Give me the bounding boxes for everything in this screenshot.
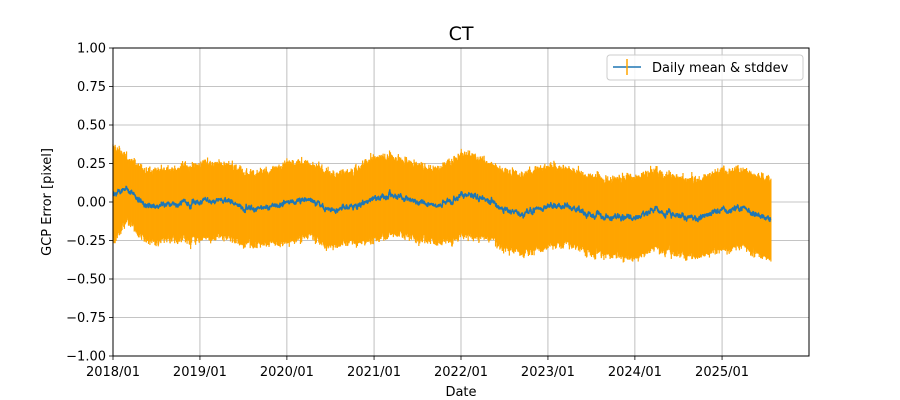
mean-line bbox=[112, 185, 772, 223]
legend-label: Daily mean & stddev bbox=[652, 61, 789, 76]
chart-title: CT bbox=[449, 23, 474, 45]
y-tick-label: −1.00 bbox=[66, 350, 106, 365]
y-tick-label: 0.50 bbox=[77, 119, 106, 134]
x-tick-label: 2024/01 bbox=[608, 365, 662, 380]
x-axis: 2018/01 2019/01 2020/01 2021/01 2022/01 2023/… bbox=[86, 356, 749, 380]
mean-line-group bbox=[112, 185, 772, 223]
x-tick-label: 2023/01 bbox=[521, 365, 575, 380]
legend: Daily mean & stddev bbox=[606, 54, 804, 81]
y-tick-label: −0.25 bbox=[66, 234, 106, 249]
y-tick-label: 1.00 bbox=[77, 42, 106, 57]
x-tick-label: 2018/01 bbox=[86, 365, 140, 380]
legend-box bbox=[606, 54, 804, 81]
y-tick-label: 0.00 bbox=[77, 196, 106, 211]
x-tick-label: 2020/01 bbox=[260, 365, 314, 380]
y-tick-label: −0.50 bbox=[66, 273, 106, 288]
x-tick-label: 2021/01 bbox=[347, 365, 401, 380]
x-tick-label: 2022/01 bbox=[434, 365, 488, 380]
y-tick-label: 0.25 bbox=[77, 157, 106, 172]
y-tick-label: 0.75 bbox=[77, 80, 106, 95]
y-axis-title: GCP Error [pixel] bbox=[40, 148, 55, 256]
x-tick-label: 2019/01 bbox=[173, 365, 227, 380]
y-tick-label: −0.75 bbox=[66, 311, 106, 326]
y-axis: 1.00 0.75 0.50 0.25 0.00 −0.25 −0.50 −0.75 −1.00 bbox=[66, 42, 113, 365]
x-axis-title: Date bbox=[445, 385, 476, 400]
x-tick-label: 2025/01 bbox=[695, 365, 749, 380]
